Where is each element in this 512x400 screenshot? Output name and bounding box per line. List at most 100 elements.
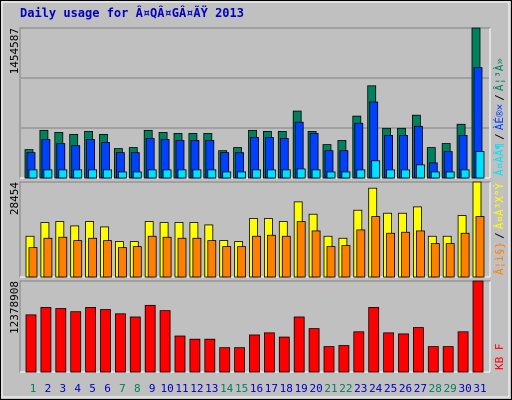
- bar: [427, 346, 439, 373]
- legend-entry: Â¤À­Â¶: [493, 143, 506, 176]
- legend-separator: /: [493, 94, 506, 101]
- legend: KB F: [493, 344, 506, 371]
- bar: [311, 230, 321, 278]
- bar: [445, 243, 455, 278]
- x-tick-label: 9: [149, 382, 156, 395]
- x-tick-label: 29: [444, 382, 457, 395]
- bar: [311, 169, 321, 179]
- x-tick-label: 10: [160, 382, 173, 395]
- bar: [415, 230, 425, 278]
- bar: [249, 334, 260, 373]
- bar: [341, 245, 351, 278]
- bar: [371, 216, 381, 278]
- bar: [162, 169, 172, 179]
- bar: [338, 345, 350, 373]
- bar: [430, 171, 440, 179]
- bar: [204, 338, 216, 373]
- x-tick-label: 1: [30, 382, 37, 395]
- x-tick-label: 30: [458, 382, 471, 395]
- bar: [323, 346, 335, 373]
- bar: [281, 235, 291, 278]
- bar: [70, 311, 82, 373]
- bar: [293, 316, 305, 373]
- bar: [147, 169, 157, 179]
- bar: [430, 243, 440, 278]
- bar: [353, 331, 365, 373]
- bar: [189, 338, 201, 373]
- bar: [43, 169, 53, 179]
- bar: [103, 240, 112, 278]
- bar: [100, 309, 111, 373]
- bar: [237, 246, 247, 278]
- bar: [73, 169, 83, 179]
- bar: [132, 246, 142, 278]
- bar: [55, 308, 67, 373]
- bar: [296, 168, 306, 179]
- bar: [386, 169, 396, 179]
- bar: [159, 310, 171, 373]
- bar: [401, 231, 410, 278]
- bar: [368, 307, 380, 373]
- bar: [356, 169, 366, 179]
- bar: [442, 346, 454, 373]
- bar: [118, 171, 127, 179]
- bar: [412, 327, 424, 373]
- bar: [58, 169, 68, 179]
- legend-entry: KB F: [493, 344, 506, 371]
- x-tick-label: 15: [235, 382, 248, 395]
- bar: [219, 347, 231, 373]
- x-tick-label: 31: [473, 382, 486, 395]
- x-tick-label: 4: [74, 382, 81, 395]
- x-tick-label: 3: [59, 382, 66, 395]
- y-tick-label: 12378908: [8, 281, 21, 334]
- bar: [278, 336, 290, 373]
- x-tick-label: 8: [134, 382, 141, 395]
- legend-entry: Â¦ì§}: [493, 242, 506, 275]
- bar: [132, 171, 142, 179]
- bar: [457, 331, 469, 373]
- bar: [58, 236, 68, 278]
- bar: [25, 314, 37, 373]
- bar: [103, 169, 112, 179]
- bar: [147, 235, 157, 278]
- x-tick-label: 24: [369, 382, 383, 395]
- bar: [177, 237, 187, 278]
- x-tick-label: 19: [295, 382, 308, 395]
- bar: [144, 304, 156, 373]
- chart-title: Daily usage for Â¤QÂ¤GÂ¤ÃŸ 2013: [20, 5, 244, 20]
- y-tick-label: 28454: [8, 182, 21, 215]
- bar: [115, 313, 126, 373]
- bar: [234, 347, 246, 373]
- bar: [174, 335, 186, 373]
- bar: [28, 247, 38, 278]
- bar: [73, 240, 83, 278]
- bar: [88, 237, 97, 278]
- bar: [445, 171, 455, 179]
- x-tick-label: 12: [190, 382, 203, 395]
- bar: [383, 332, 395, 373]
- bar: [398, 333, 409, 373]
- bar: [129, 316, 141, 373]
- legend-entry: Â¦³À»: [493, 58, 506, 91]
- bar: [460, 169, 470, 179]
- bar: [222, 171, 232, 179]
- bar: [401, 169, 410, 179]
- bar: [356, 229, 366, 278]
- bar: [386, 232, 396, 278]
- bar: [40, 307, 52, 373]
- x-tick-label: 18: [280, 382, 293, 395]
- bar: [308, 328, 320, 373]
- bar: [281, 169, 291, 179]
- legend: Â¤À­Â¶ / ÀÉ®× / Â¦³À»: [493, 58, 506, 176]
- bar: [118, 247, 127, 278]
- bar: [263, 332, 275, 373]
- bar: [28, 169, 38, 179]
- y-tick-label: 1454587: [8, 28, 21, 74]
- bar: [326, 171, 336, 179]
- bar: [266, 169, 276, 179]
- legend: Â¦ì§} / Â¤À³X°Ý: [493, 183, 506, 275]
- bar: [371, 160, 381, 179]
- x-tick-label: 14: [220, 382, 234, 395]
- legend-separator: /: [493, 133, 506, 140]
